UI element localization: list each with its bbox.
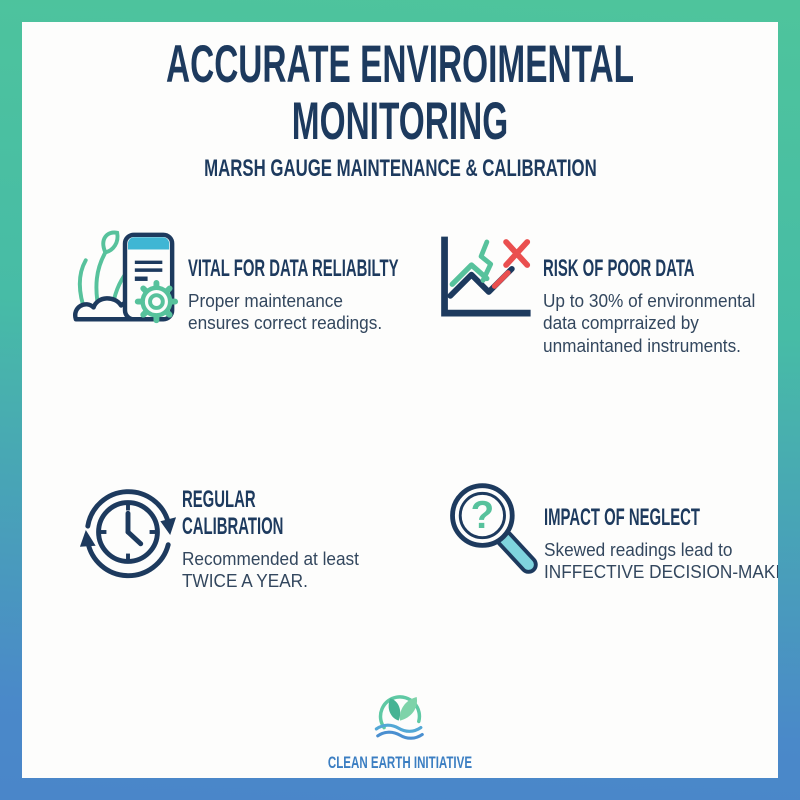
section-text: VITAL FOR DATA RELIABILTY Proper mainten… xyxy=(188,226,528,335)
declining-chart-icon xyxy=(433,230,533,327)
section-text: RISK OF POOR DATA Up to 30% of environme… xyxy=(543,230,778,358)
section-risk-of-poor-data: RISK OF POOR DATA Up to 30% of environme… xyxy=(433,230,778,358)
section-body: Skewed readings lead to INFFECTIVE DECIS… xyxy=(544,538,778,583)
section-body: Up to 30% of environmental data comprrai… xyxy=(543,289,756,356)
section-body: Recommended at least TWICE A YEAR. xyxy=(182,547,359,592)
marsh-gauge-icon xyxy=(70,226,180,330)
section-text: REGULAR CALIBRATION Recommended at least… xyxy=(182,481,522,593)
magnifier-question-icon: ? xyxy=(440,477,544,581)
section-data-reliability: VITAL FOR DATA RELIABILTY Proper mainten… xyxy=(70,226,528,335)
calibration-clock-icon xyxy=(76,481,180,583)
svg-text:?: ? xyxy=(471,494,495,537)
page-subtitle: MARSH GAUGE MAINTENANCE & CALIBRATION xyxy=(203,155,597,183)
clean-earth-logo xyxy=(358,690,442,752)
section-text: IMPACT OF NEGLECT Skewed readings lead t… xyxy=(544,477,778,584)
section-heading: VITAL FOR DATA RELIABILTY xyxy=(188,255,399,282)
brand-name: CLEAN EARTH INITIATIVE xyxy=(327,754,473,772)
footer: CLEAN EARTH INITIATIVE xyxy=(22,690,778,772)
infographic-canvas: ACCURATE ENVIROIMENTAL MONITORING MARSH … xyxy=(22,22,778,778)
section-body: Proper maintenance ensures correct readi… xyxy=(188,289,383,334)
section-heading: IMPACT OF NEGLECT xyxy=(544,504,700,531)
section-heading: REGULAR CALIBRATION xyxy=(182,486,284,540)
section-heading: RISK OF POOR DATA xyxy=(543,255,695,282)
section-impact-of-neglect: ? IMPACT OF NEGLECT Skewed readings lead… xyxy=(440,477,778,584)
section-regular-calibration: REGULAR CALIBRATION Recommended at least… xyxy=(76,481,522,593)
page-title: ACCURATE ENVIROIMENTAL MONITORING xyxy=(165,35,635,152)
header: ACCURATE ENVIROIMENTAL MONITORING MARSH … xyxy=(22,36,778,183)
